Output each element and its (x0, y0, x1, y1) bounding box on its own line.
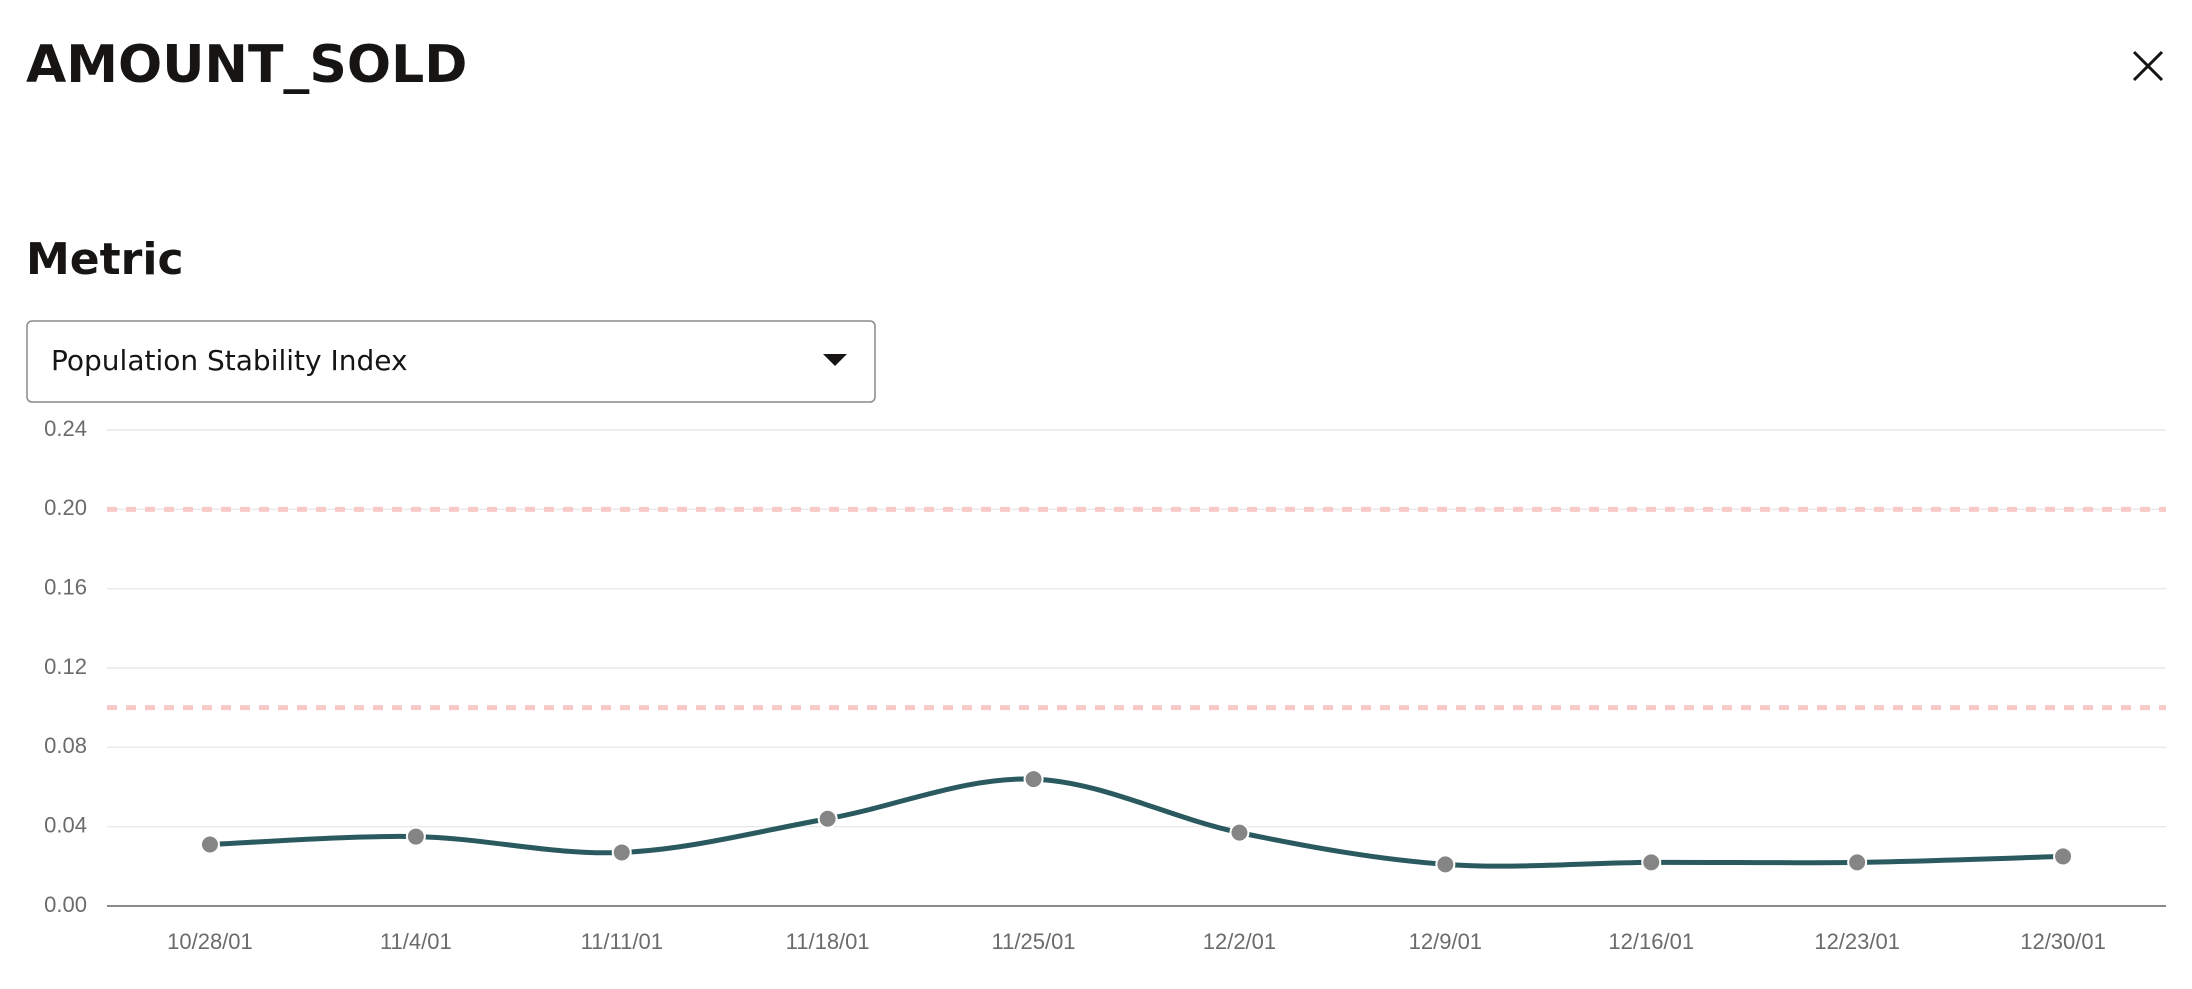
page-title: AMOUNT_SOLD (26, 35, 467, 95)
x-tick-label: 11/25/01 (992, 929, 1076, 954)
x-tick-label: 12/9/01 (1409, 929, 1482, 954)
data-point (1023, 769, 1044, 790)
y-tick-label: 0.24 (44, 416, 87, 441)
y-tick-label: 0.08 (44, 733, 87, 758)
y-tick-label: 0.16 (44, 574, 87, 599)
series-line (209, 776, 2064, 869)
data-point (2053, 846, 2074, 867)
data-point (1435, 854, 1456, 875)
x-tick-label: 10/28/01 (167, 929, 253, 954)
metric-select-value: Population Stability Index (51, 344, 408, 377)
data-point (611, 842, 632, 863)
y-tick-label: 0.20 (44, 495, 87, 520)
data-point (817, 808, 838, 829)
data-point (1847, 852, 1868, 873)
x-tick-label: 12/30/01 (2020, 929, 2106, 954)
x-tick-label: 11/4/01 (380, 929, 452, 954)
x-tick-label: 12/2/01 (1203, 929, 1276, 954)
metric-select[interactable] (26, 320, 876, 403)
data-point (1229, 822, 1250, 843)
y-tick-label: 0.12 (44, 654, 87, 679)
y-tick-label: 0.00 (44, 892, 87, 917)
data-point (199, 834, 220, 855)
data-point (405, 826, 426, 847)
x-tick-label: 12/16/01 (1608, 929, 1694, 954)
x-tick-label: 11/18/01 (786, 929, 870, 954)
close-icon-stroke (2132, 50, 2164, 82)
data-point (1641, 852, 1662, 873)
x-tick-label: 12/23/01 (1814, 929, 1900, 954)
metric-label: Metric (26, 234, 184, 285)
x-tick-label: 11/11/01 (581, 929, 663, 954)
close-button[interactable] (2132, 50, 2164, 82)
y-tick-label: 0.04 (44, 812, 87, 837)
dropdown-arrow (823, 354, 847, 366)
